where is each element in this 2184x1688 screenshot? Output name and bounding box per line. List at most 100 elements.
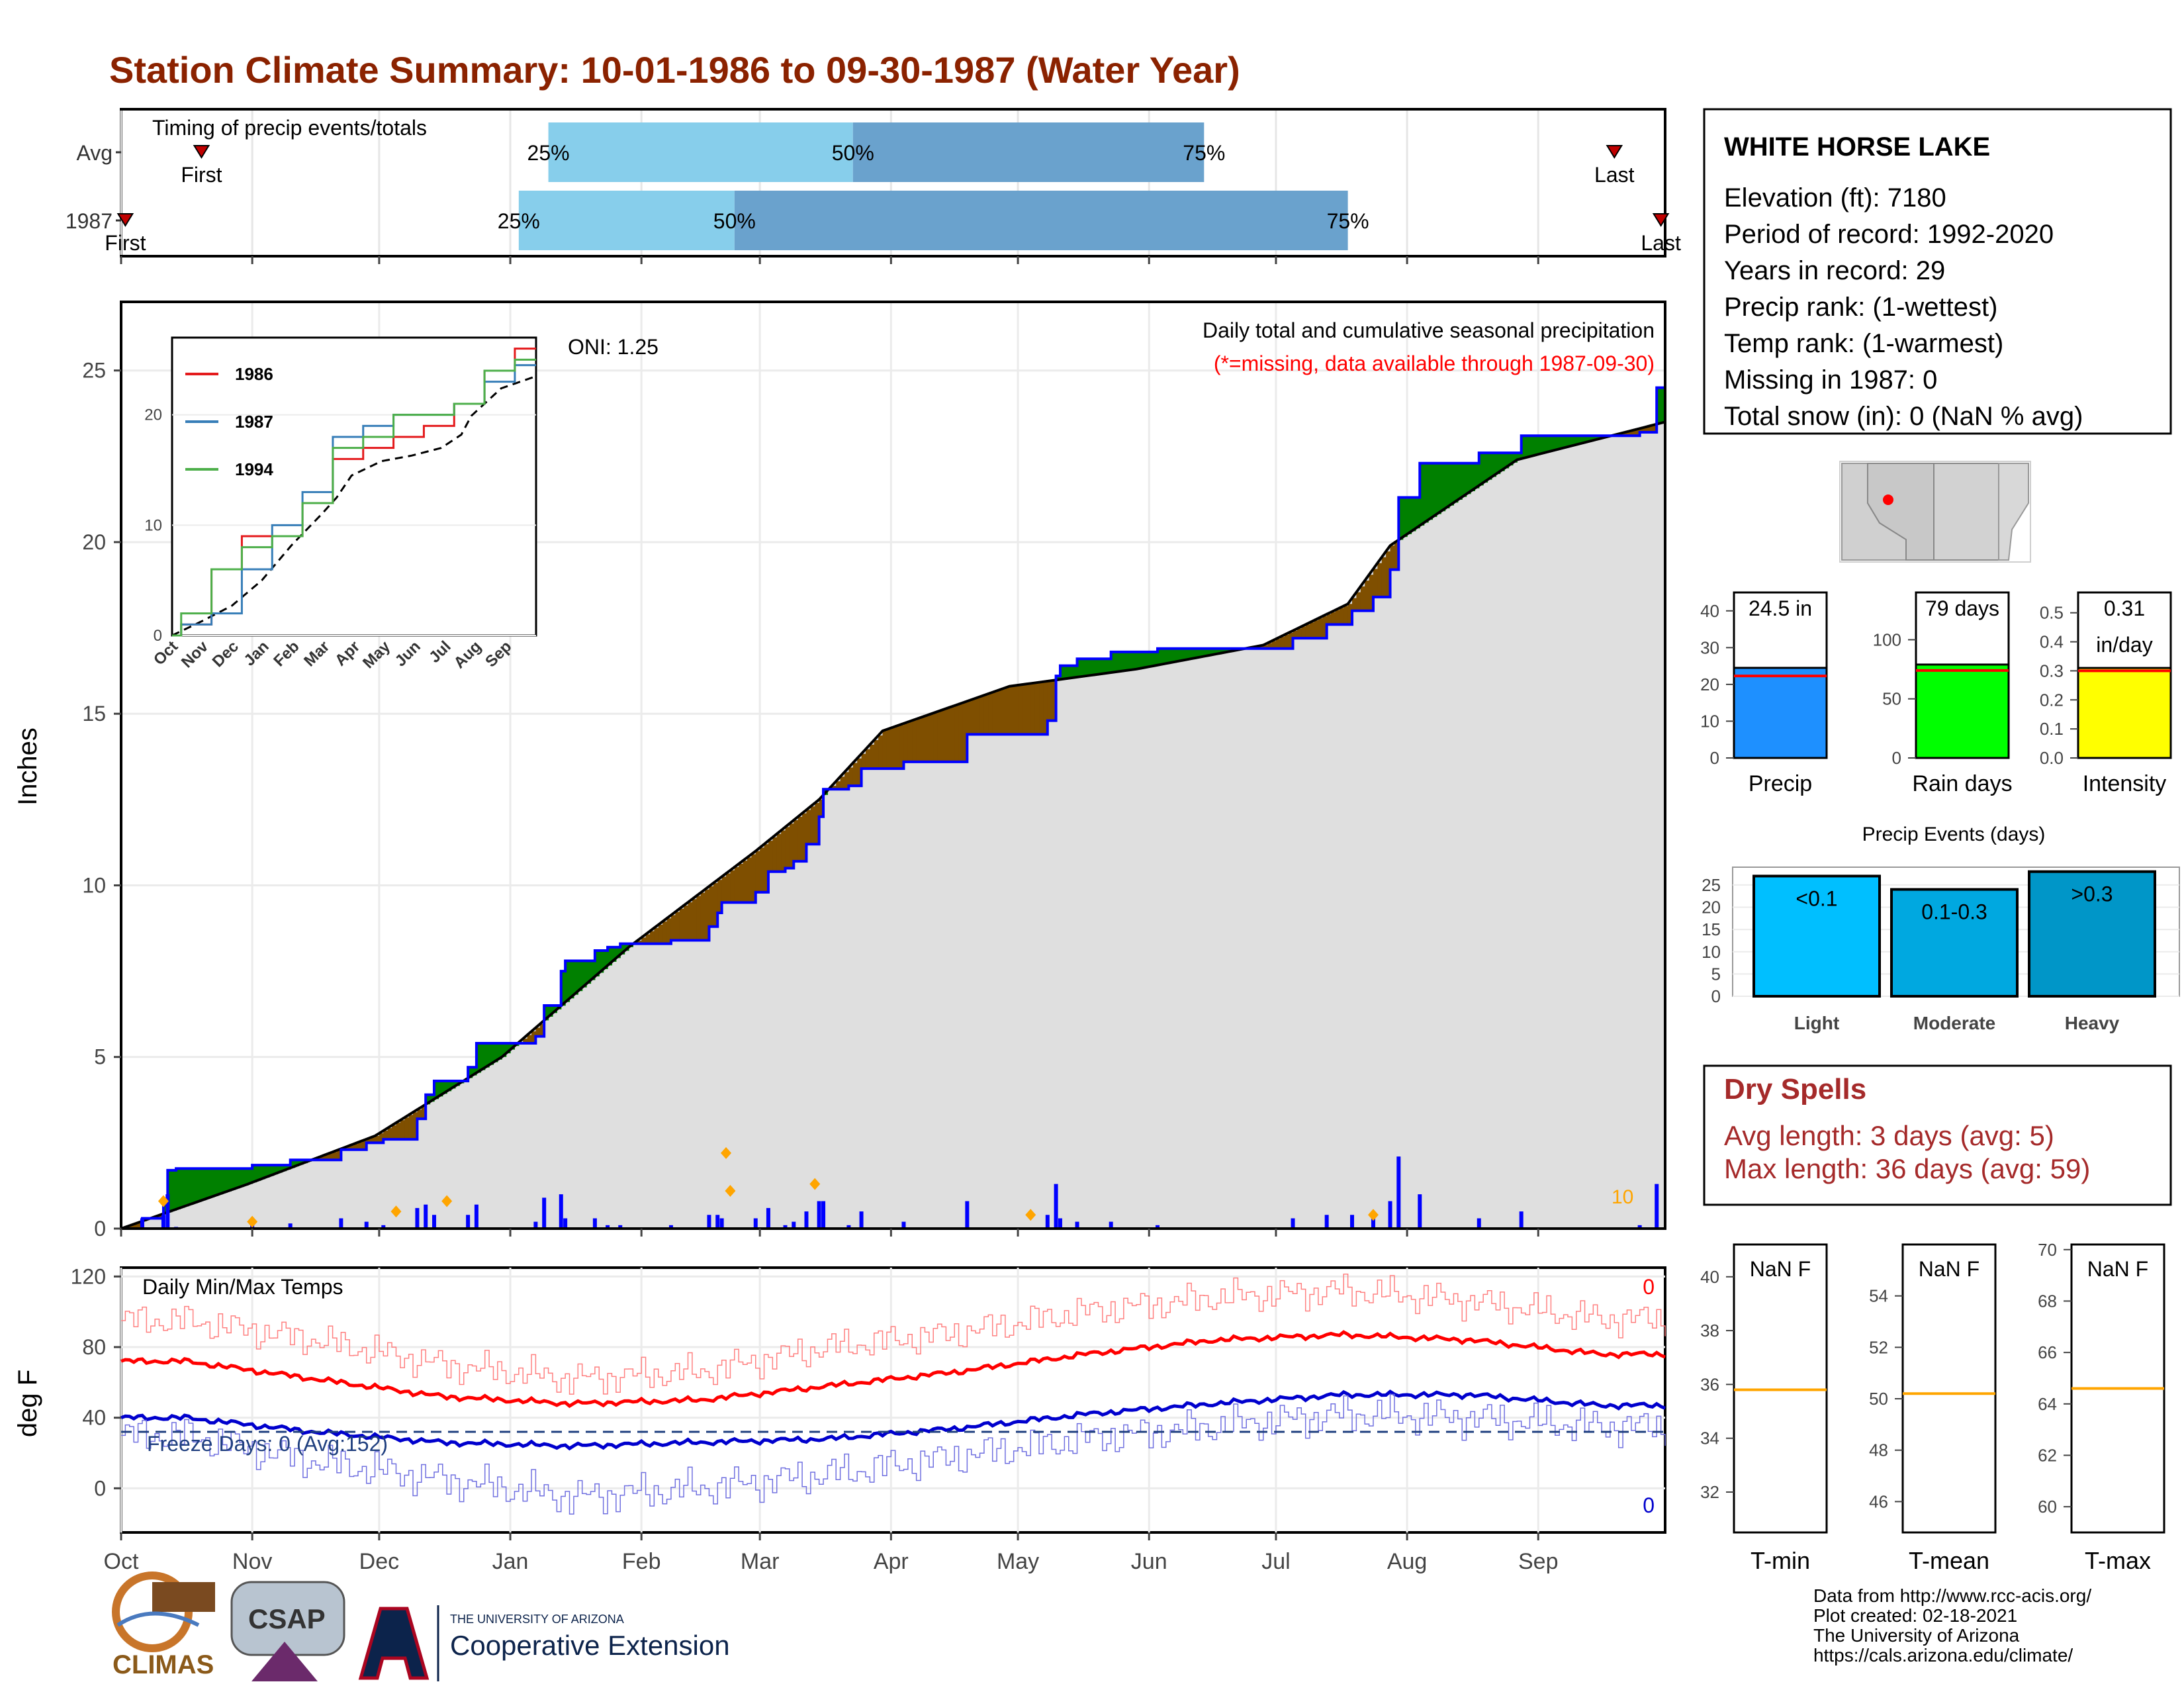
timing-pct-label: 25% [498,209,540,233]
daily-precip-bar [1155,1225,1160,1229]
daily-precip-bar [719,1218,724,1229]
daily-precip-bar [766,1207,770,1229]
deficit-area [713,883,718,927]
inset-y-tick: 0 [154,627,162,645]
surplus-area [561,971,566,1006]
temp-lines [120,1274,1666,1515]
deficit-area [971,699,976,735]
events-bar-label: >0.3 [2071,882,2113,906]
surplus-area [1551,436,1556,451]
deficit-area [815,803,820,845]
surplus-area [1220,648,1226,653]
tmin-missing-count: 0 [1643,1493,1655,1517]
events-bar-label: 0.1-0.3 [1921,900,1987,924]
daily-precip-bar [432,1215,436,1229]
deficit-area [1377,563,1383,597]
timing-panel: Timing of precip events/totals Avg 25% 50%… [66,108,1681,258]
deficit-area [413,1112,418,1140]
daily-precip-bar [381,1225,386,1229]
deficit-area [865,749,870,769]
surplus-area [438,1081,443,1097]
temp-box-name: T-mean [1909,1547,1989,1574]
inset-series-line [172,358,536,637]
deficit-area [1360,586,1365,611]
temp-box-value: NaN F [1750,1257,1811,1281]
deficit-area [878,735,884,769]
temp-box-y-tick: 64 [2038,1394,2057,1414]
surplus-area [1094,659,1099,675]
surplus-area [590,961,596,980]
deficit-area [670,915,676,941]
station-location-marker [1883,494,1893,505]
surplus-area [1487,453,1492,480]
temp-box-value: NaN F [2087,1257,2148,1281]
temp-box-y-tick: 36 [1700,1374,1719,1394]
deficit-area [891,727,896,769]
deficit-area [950,707,955,762]
deficit-area [392,1125,397,1140]
surplus-area [599,951,604,973]
surplus-area [476,1043,481,1073]
daily-precip-bar [364,1221,369,1229]
temp-box-frame [1901,1243,1997,1534]
surplus-area [1500,453,1505,471]
deficit-area [933,713,938,762]
deficit-area [1018,685,1023,735]
dry-spells-box: Dry Spells Avg length: 3 days (avg: 5) M… [1703,1064,2172,1206]
surplus-area [1208,648,1213,656]
deficit-area [789,823,794,868]
timing-row-label: 1987 [66,209,113,233]
deficit-area [886,729,891,769]
surplus-area [197,1168,203,1202]
surplus-area [269,1165,274,1176]
deficit-area [1043,681,1048,735]
summary-y-tick: 40 [1700,601,1719,621]
surplus-area [226,1168,232,1192]
precip-y-axis: 0 5 10 15 20 25 [82,359,121,1241]
surplus-area [497,1043,502,1060]
freeze-days-label: Freeze Days: 0 (Avg:152) [147,1432,388,1456]
tmax-missing-count: 0 [1643,1275,1655,1299]
footer-line: Plot created: 02-18-2021 [1813,1605,2017,1626]
station-info-line: Temp rank: (1-warmest) [1724,329,2003,358]
month-axis: Oct Nov Dec Jan Feb Mar Apr May Jun Jul Aug Sep [104,256,1558,1574]
deficit-area [840,776,845,790]
surplus-area [298,1160,304,1165]
temp-box-y-tick: 54 [1869,1286,1888,1306]
deficit-area [1322,616,1328,639]
surplus-area [548,1005,553,1017]
deficit-area [383,1131,388,1140]
surplus-area [171,1170,177,1211]
csap-logo: CSAP [230,1581,345,1681]
deficit-area [1623,432,1628,436]
deficit-area [726,873,731,903]
events-category-name: Heavy [2065,1013,2120,1033]
first-event-label: First [105,231,146,255]
surplus-area [451,1081,456,1089]
surplus-area [1542,436,1547,453]
deficit-area [810,806,815,845]
surplus-area [1462,463,1467,497]
surplus-area [1657,387,1662,424]
summary-value-label: in/day [2096,633,2152,657]
surplus-area [1580,436,1586,444]
summary-value-label: 79 days [1925,596,1999,620]
daily-precip-bar [1477,1218,1481,1229]
surplus-area [1432,463,1437,517]
surplus-area [1436,463,1441,514]
timing-bars [518,122,1348,250]
surplus-area [442,1081,447,1094]
surplus-area [260,1165,265,1180]
daily-precip-bar [817,1201,821,1229]
summary-y-tick: 100 [1873,630,1901,649]
surplus-area [578,961,583,992]
deficit-area [797,816,803,862]
surplus-area [612,947,617,962]
deficit-area [1263,645,1268,649]
station-info-line: Total snow (in): 0 (NaN % avg) [1724,402,2083,431]
precip-caption: Daily total and cumulative seasonal prec… [1203,318,1655,342]
inset-legend-label: 1986 [235,364,273,384]
deficit-area [387,1128,392,1140]
ua-univ-text: THE UNIVERSITY OF ARIZONA [450,1613,624,1626]
surplus-area [1512,453,1518,463]
